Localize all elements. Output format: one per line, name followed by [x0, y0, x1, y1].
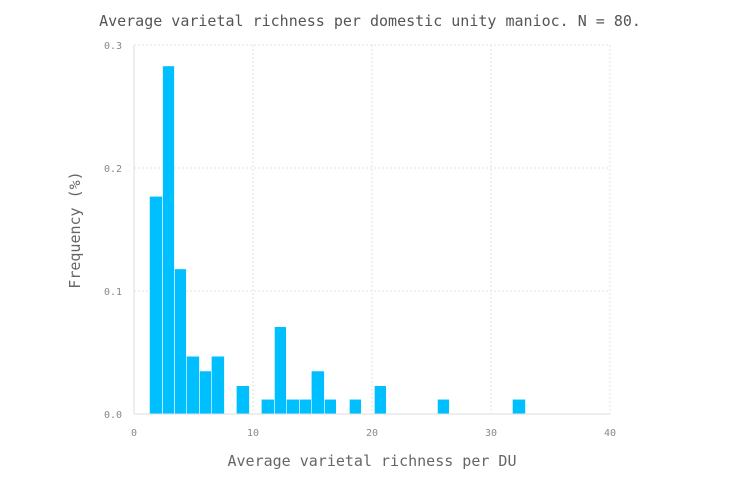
x-tick-label: 0 — [131, 428, 137, 439]
histogram-bar — [274, 326, 287, 415]
y-tick-label: 0.3 — [104, 41, 122, 52]
histogram-bar — [286, 398, 300, 415]
histogram-bar — [324, 398, 337, 415]
y-tick-label: 0.2 — [104, 164, 122, 175]
histogram-bar — [349, 398, 362, 415]
histogram-bar — [236, 385, 250, 415]
y-tick-label: 0.1 — [104, 287, 122, 298]
chart-title: Average varietal richness per domestic u… — [99, 12, 641, 30]
histogram-bar — [211, 355, 225, 415]
histogram-bar — [512, 398, 526, 415]
histogram-bar — [374, 385, 387, 415]
x-tick-label: 40 — [604, 428, 616, 439]
axes-layer — [133, 45, 610, 415]
x-tick-label: 20 — [366, 428, 378, 439]
histogram-bar — [437, 398, 450, 415]
histogram-bar — [186, 355, 200, 415]
histogram-bar — [162, 65, 175, 415]
histogram-bar — [199, 370, 212, 415]
histogram-bar — [311, 370, 325, 415]
bars-layer — [149, 65, 526, 415]
grid-layer — [133, 44, 611, 415]
histogram-bar — [299, 398, 312, 415]
y-tick-label: 0.0 — [104, 410, 122, 421]
y-axis-label: Frequency (%) — [66, 171, 84, 288]
histogram-bar — [149, 195, 163, 415]
x-tick-label: 10 — [247, 428, 259, 439]
histogram-bar — [174, 268, 187, 415]
ticks-layer: 0 10 20 30 40 0.0 0.1 0.2 0.3 — [104, 41, 616, 439]
histogram-bar — [261, 398, 275, 415]
x-axis-label: Average varietal richness per DU — [228, 452, 517, 470]
x-tick-label: 30 — [485, 428, 497, 439]
